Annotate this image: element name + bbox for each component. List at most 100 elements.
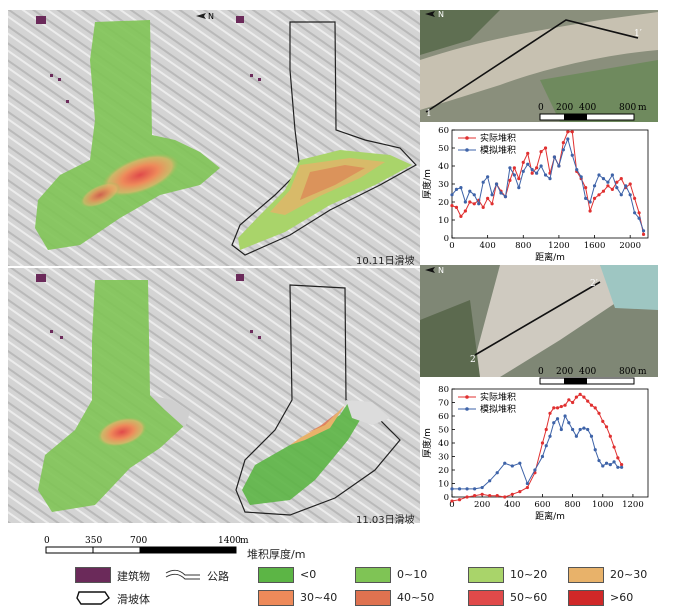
x-axis-label: 距离/m [535,510,565,522]
series-point-0 [518,490,522,494]
x-tick-label: 600 [534,500,550,510]
series-point-1 [540,454,545,459]
x-tick-label: 0 [449,500,454,510]
series-point-1 [589,434,594,438]
y-tick-label: 0 [444,493,449,503]
series-point-0 [612,445,616,449]
series-point-0 [552,406,556,410]
main-scale-bar: 0 350 700 1400 m [44,536,249,554]
series-point-1 [454,187,459,191]
series-point-1 [535,171,539,175]
series-point-1 [552,421,556,425]
legend-title: 堆积厚度/m [247,548,306,561]
series-point-1 [567,421,571,425]
series-point-0 [543,146,548,150]
series-point-0 [628,182,632,186]
y-tick-label: 0 [444,234,449,244]
series-point-0 [592,196,597,200]
legend-swatch [75,567,111,583]
series-point-0 [582,395,586,399]
series-point-0 [481,205,485,209]
y-tick-label: 40 [438,162,449,172]
series-point-0 [601,189,606,193]
series-point-0 [463,209,467,213]
x-axis-label: 距离/m [535,251,565,262]
svg-text:1400: 1400 [218,536,241,546]
x-tick-label: 1600 [584,241,606,251]
legend-label: 0~10 [397,568,428,581]
series-point-0 [510,492,514,496]
series-point-1 [512,173,516,177]
series-point-1 [488,479,492,483]
series-point-1 [486,175,490,179]
series-point-1 [521,169,525,173]
y-tick-label: 10 [438,480,449,490]
legend-entry: 模拟堆积 [480,403,516,415]
series-point-1 [539,164,543,168]
series-point-1 [582,426,586,430]
svg-text:200: 200 [556,367,573,377]
north-arrow-icon: N [196,12,214,21]
series-point-0 [512,166,516,170]
series-point-1 [468,189,472,193]
svg-text:200: 200 [556,103,573,113]
series-point-0 [571,400,575,405]
x-tick-label: 800 [564,500,580,510]
x-tick-label: 1000 [592,500,614,510]
series-point-1 [579,175,583,179]
photo-top: N 1 1′ [420,10,658,122]
series-point-1 [503,195,508,199]
series-point-0 [570,130,574,134]
series-point-0 [486,196,490,200]
series-point-1 [548,434,552,438]
legend-swatch [258,590,294,606]
series-point-1 [526,162,530,166]
series-point-1 [588,200,592,204]
series-point-1 [517,186,521,190]
series-point-1 [597,173,601,177]
y-tick-label: 30 [438,180,449,190]
caption-bottom: 11.03日滑坡 [356,515,415,526]
legend-swatch [165,567,201,583]
series-point-0 [472,202,476,206]
legend-swatch [568,590,604,606]
series-point-1 [619,193,623,197]
series-point-1 [472,193,476,197]
series-point-0 [548,411,552,415]
series-point-1 [494,182,499,186]
legend-marker [465,407,469,411]
series-point-1 [641,229,646,233]
x-tick-label: 400 [504,500,520,510]
y-tick-label: 50 [438,144,449,154]
series-point-1 [525,481,529,486]
series-point-0 [490,202,494,206]
series-point-0 [566,130,570,134]
legend-label: 40~50 [397,591,435,604]
y-tick-label: 30 [438,453,449,463]
legend-label: 50~60 [510,591,548,604]
map-bottom-left [8,268,230,523]
series-point-0 [604,425,609,429]
series-point-0 [563,403,567,407]
legend-marker [465,136,469,140]
series-point-1 [593,448,597,452]
series-point-1 [533,468,537,472]
series-point-0 [450,499,454,503]
series-point-0 [540,441,545,445]
caption-top: 10.11日滑坡 [356,256,415,267]
series-point-0 [574,395,578,399]
series-point-1 [633,211,637,215]
legend-swatch [468,590,504,606]
series-point-0 [559,404,563,409]
svg-text:m: m [638,367,647,377]
series-point-0 [606,184,610,188]
series-point-0 [457,498,462,502]
series-point-0 [597,411,601,415]
series-point-0 [459,214,463,218]
legend-entry: 实际堆积 [480,391,516,403]
legend-swatch [355,590,391,606]
series-point-1 [450,487,454,491]
series-point-1 [499,191,503,195]
series-point-0 [517,177,521,181]
series-point-1 [530,168,534,172]
